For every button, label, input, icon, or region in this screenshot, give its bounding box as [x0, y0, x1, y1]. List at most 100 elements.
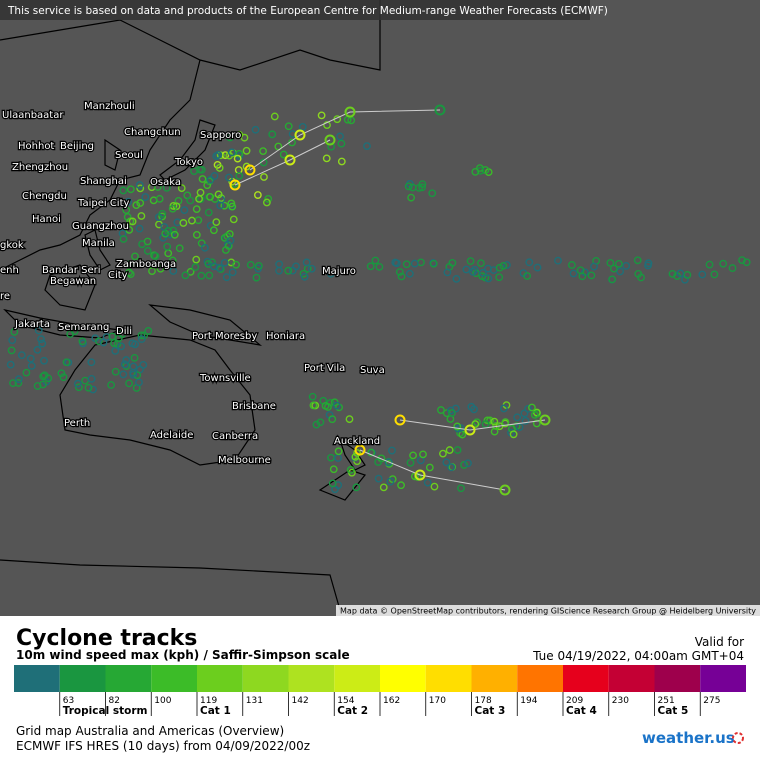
banner: This service is based on data and produc… — [7, 5, 608, 17]
track-point — [590, 262, 598, 271]
track-point — [499, 404, 508, 413]
track-point — [328, 479, 337, 488]
track-point — [226, 133, 234, 142]
track-point — [26, 354, 35, 363]
track-point — [388, 446, 396, 455]
track-point — [388, 475, 397, 484]
track-point — [395, 268, 404, 276]
track-point — [275, 260, 284, 269]
track-point — [445, 446, 454, 454]
place-label: Suva — [360, 365, 385, 376]
track-point — [34, 326, 43, 335]
track-point — [216, 201, 225, 210]
track-point — [158, 212, 167, 221]
track-point — [228, 268, 237, 277]
track-point — [521, 416, 530, 425]
scale-tick-label: 63 — [63, 696, 74, 706]
track-point — [74, 383, 83, 392]
track-point — [384, 458, 393, 467]
category-label: Cat 3 — [475, 705, 506, 717]
track-point — [337, 139, 346, 148]
track-point — [569, 269, 578, 278]
track-point — [478, 272, 487, 281]
track-point — [205, 177, 214, 186]
legend-swatch — [700, 665, 746, 692]
track-point — [284, 154, 296, 166]
track-point — [99, 338, 108, 347]
track-point — [59, 373, 68, 382]
track-point — [135, 378, 143, 387]
track-point — [206, 175, 215, 184]
track-point — [260, 173, 268, 181]
track-point — [404, 182, 413, 191]
track-point — [188, 216, 196, 225]
place-label: Port Moresby — [192, 331, 257, 342]
track-point — [210, 172, 219, 180]
track-point — [128, 217, 137, 226]
track-point — [307, 264, 316, 273]
track-point — [235, 171, 244, 180]
place-label: Hanoi — [32, 214, 61, 225]
track-point — [136, 184, 145, 193]
track-point — [294, 129, 306, 141]
track-point — [143, 247, 152, 255]
track-point — [114, 334, 123, 343]
track-point — [270, 112, 279, 121]
track-point — [471, 167, 480, 176]
place-label: Manila — [82, 238, 115, 249]
track-point — [122, 356, 131, 364]
track-point — [374, 474, 383, 483]
track-line — [359, 449, 506, 491]
track-point — [490, 427, 499, 436]
track-point — [179, 219, 188, 227]
track-point — [95, 337, 103, 346]
track-point — [478, 268, 487, 277]
track-point — [719, 259, 728, 268]
place-label: Taipei City — [77, 198, 129, 209]
place-label: Perth — [64, 418, 90, 429]
track-point — [158, 209, 167, 218]
valid-label: Valid for — [695, 635, 744, 649]
track-point — [443, 268, 452, 277]
track-point — [451, 404, 460, 413]
track-point — [39, 380, 47, 389]
scale-tick-label: 178 — [475, 696, 492, 706]
track-point — [215, 164, 224, 172]
place-label: City — [108, 270, 128, 281]
track-point — [683, 271, 692, 279]
track-point — [576, 266, 585, 275]
track-point — [525, 258, 534, 267]
track-point — [151, 252, 160, 261]
legend-swatch — [288, 665, 335, 692]
track-point — [84, 383, 93, 392]
track-point — [334, 447, 343, 456]
track-point — [212, 218, 221, 226]
track-point — [300, 272, 309, 281]
track-point — [73, 379, 82, 388]
track-point — [27, 361, 36, 370]
track-point — [466, 257, 475, 266]
track-point — [125, 379, 133, 388]
track-point — [698, 270, 707, 279]
track-point — [198, 175, 207, 183]
track-point — [374, 458, 383, 466]
track-point — [229, 179, 241, 191]
track-point — [366, 262, 375, 271]
track-point — [469, 267, 477, 276]
track-point — [120, 360, 129, 369]
track-point — [206, 192, 215, 201]
scale-tick-label: 194 — [520, 696, 537, 706]
track-point — [453, 422, 462, 431]
track-point — [39, 372, 48, 381]
track-point — [326, 269, 335, 278]
track-point — [131, 340, 139, 349]
track-point — [33, 346, 42, 354]
attribution: Map data © OpenStreetMap contributors, r… — [340, 607, 756, 616]
track-point — [354, 444, 366, 456]
legend-swatch — [105, 665, 152, 692]
track-point — [7, 346, 16, 355]
legend-swatch — [517, 665, 563, 692]
track-point — [220, 258, 229, 267]
legend-swatch — [242, 665, 289, 692]
